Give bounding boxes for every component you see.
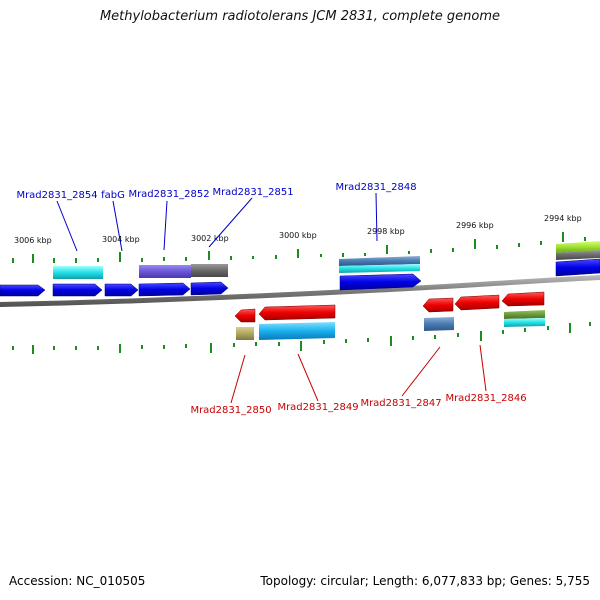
leader-line — [112, 200, 123, 252]
leader-line — [479, 344, 487, 392]
forward-gene-arrow — [555, 258, 600, 277]
forward-gene-arrow — [339, 273, 422, 291]
forward-gene-arrow — [190, 281, 229, 296]
accession-text: Accession: NC_010505 — [9, 574, 146, 588]
scale-label: 3004 kbp — [102, 235, 140, 244]
scale-label: 2998 kbp — [367, 227, 405, 236]
cog-box — [504, 318, 545, 327]
leader-line — [297, 353, 319, 402]
outer-tick-track — [12, 232, 586, 263]
cog-box — [556, 250, 600, 260]
cog-box — [339, 256, 420, 266]
gene-label: Mrad2831_2851 — [212, 187, 293, 198]
genome-summary-text: Topology: circular; Length: 6,077,833 bp… — [260, 574, 590, 588]
forward-gene-arrow — [0, 284, 46, 297]
forward-gene-labels: Mrad2831_2854 fabG Mrad2831_2852 Mrad283… — [16, 182, 416, 201]
map-title: Methylobacterium radiotolerans JCM 2831,… — [99, 9, 501, 24]
forward-cog-boxes — [53, 241, 600, 279]
reverse-gene-labels: Mrad2831_2850 Mrad2831_2849 Mrad2831_284… — [190, 393, 526, 416]
gene-label: Mrad2831_2847 — [360, 398, 441, 409]
scale-labels: 3006 kbp 3004 kbp 3002 kbp 3000 kbp 2998… — [14, 214, 582, 245]
cog-box — [259, 322, 335, 340]
cog-box — [53, 266, 103, 279]
leader-line — [163, 200, 168, 251]
leader-line — [208, 197, 253, 248]
inner-tick-track — [12, 322, 591, 354]
reverse-gene-arrow — [234, 308, 256, 323]
scale-label: 3000 kbp — [279, 231, 317, 240]
cog-box — [339, 264, 420, 273]
cog-box — [424, 317, 454, 331]
reverse-gene-arrow — [501, 291, 545, 307]
scale-label: 2996 kbp — [456, 221, 494, 230]
gene-label: Mrad2831_2854 — [16, 190, 97, 201]
leader-line — [230, 354, 246, 404]
forward-gene-arrow — [52, 283, 103, 297]
gene-label: Mrad2831_2848 — [335, 182, 416, 193]
reverse-strand-genes — [234, 291, 545, 323]
leader-line — [56, 200, 78, 252]
cog-box — [191, 264, 228, 277]
forward-strand-genes — [0, 258, 600, 297]
cog-box — [504, 310, 545, 319]
leader-line — [375, 192, 378, 242]
scale-label: 3006 kbp — [14, 236, 52, 245]
reverse-leaders — [230, 344, 487, 404]
scale-label: 2994 kbp — [544, 214, 582, 223]
leader-line — [401, 346, 441, 397]
forward-gene-arrow — [104, 283, 139, 297]
gene-label: Mrad2831_2846 — [445, 393, 526, 404]
cog-box — [556, 241, 600, 253]
genome-backbone — [0, 275, 600, 307]
cog-box — [236, 327, 254, 340]
scale-label: 3002 kbp — [191, 234, 229, 243]
forward-gene-arrow — [138, 282, 191, 297]
gene-label: fabG — [101, 190, 125, 201]
gene-label: Mrad2831_2850 — [190, 405, 271, 416]
gene-label: Mrad2831_2852 — [128, 189, 209, 200]
cog-box — [139, 265, 191, 278]
reverse-gene-arrow — [258, 304, 336, 321]
reverse-cog-boxes — [236, 310, 545, 340]
reverse-gene-arrow — [454, 294, 500, 311]
gene-label: Mrad2831_2849 — [277, 402, 358, 413]
reverse-gene-arrow — [422, 297, 454, 313]
forward-leaders — [56, 192, 378, 252]
